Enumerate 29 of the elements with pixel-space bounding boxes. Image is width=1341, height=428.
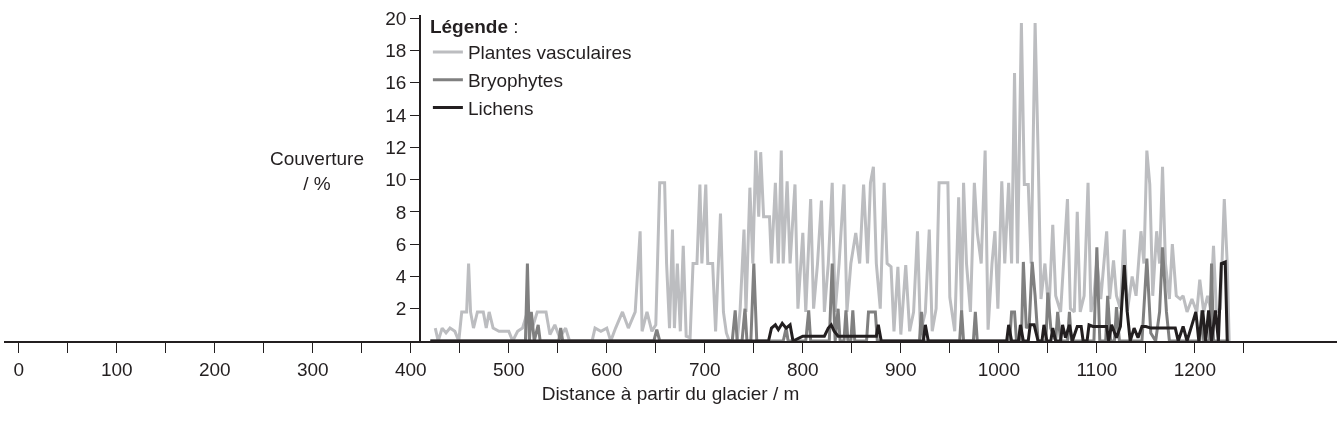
x-tick-label: 800 [786,358,819,380]
y-tick-label: 2 [395,298,407,320]
y-axis-title: Couverture / % [270,148,364,194]
x-tick-label: 500 [492,358,525,380]
x-tick-label: 900 [884,358,917,380]
x-tick-label: 1100 [1076,358,1118,380]
y-tick-label: 14 [385,104,407,126]
legend-label: Lichens [467,97,534,119]
legend-label: Bryophytes [467,70,563,92]
x-tick-label: 300 [296,358,329,380]
x-tick-label: 1200 [1173,358,1217,380]
x-tick-label: 0 [13,358,24,380]
x-tick-label: 100 [100,358,133,380]
x-tick-label: 1000 [977,358,1020,380]
x-tick-label: 200 [198,358,231,380]
legend-label: Plantes vasculaires [467,42,632,64]
y-tick-label: 4 [395,266,407,288]
y-tick-label: 18 [385,40,407,62]
x-tick-label: 600 [590,358,623,380]
x-tick-label: 700 [688,358,721,380]
y-tick-label: 6 [395,233,407,255]
x-axis-title: Distance à partir du glacier / m [541,382,800,404]
y-tick-label: 20 [385,7,407,29]
y-tick-label: 16 [385,72,407,94]
y-tick-label: 10 [385,169,407,191]
y-tick-label: 8 [395,201,407,223]
x-tick-label: 400 [394,358,427,380]
legend-title: Légende : [429,16,519,38]
y-tick-label: 12 [385,136,407,158]
